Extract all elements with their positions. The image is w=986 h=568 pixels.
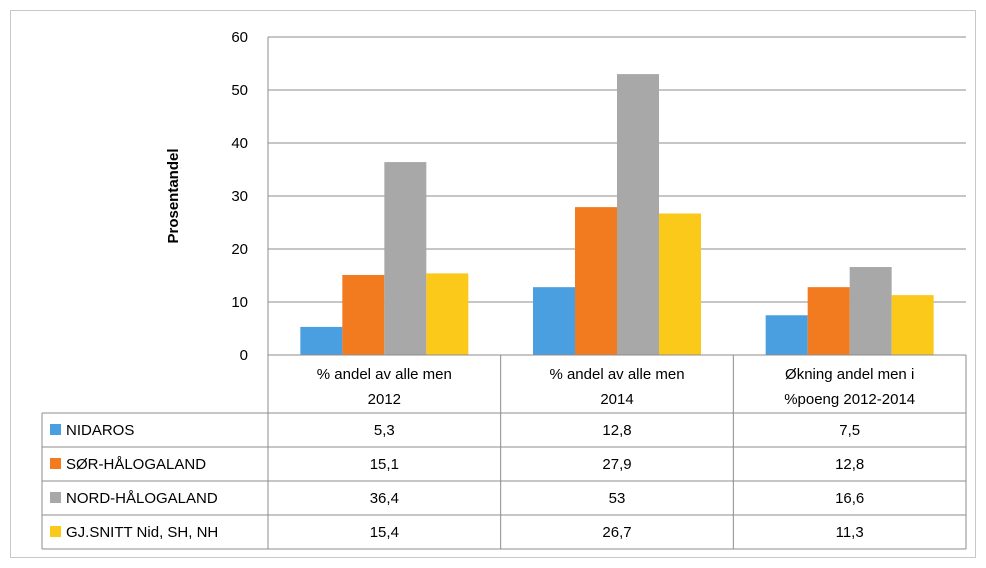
x-category-label: 2012 (368, 391, 401, 408)
bar (617, 74, 659, 355)
legend-swatch (50, 458, 61, 469)
bar (807, 287, 850, 355)
y-tick-label: 0 (240, 347, 248, 364)
bar (426, 273, 469, 355)
y-tick-label: 10 (231, 294, 248, 311)
y-tick-label: 30 (231, 188, 248, 205)
bar (533, 287, 575, 355)
bar (659, 213, 701, 355)
data-label: 26,7 (602, 524, 631, 541)
x-category-label: %poeng 2012-2014 (784, 391, 915, 408)
bar (384, 162, 427, 355)
legend-label: SØR-HÅLOGALAND (66, 456, 206, 473)
bar (342, 274, 385, 355)
data-label: 11,3 (836, 524, 864, 541)
legend-label: NIDAROS (66, 422, 134, 439)
chart-frame (10, 10, 976, 558)
data-label: 16,6 (835, 490, 864, 507)
y-axis-label: Prosentandel (165, 148, 182, 243)
data-label: 7,5 (839, 422, 860, 439)
bar (891, 295, 934, 355)
bar (300, 326, 343, 355)
bar (575, 207, 617, 355)
x-category-label: Økning andel men i (785, 366, 914, 383)
legend-swatch (50, 492, 61, 503)
y-tick-label: 50 (231, 82, 248, 99)
x-category-label: % andel av alle men (549, 366, 684, 383)
x-category-label: 2014 (600, 391, 633, 408)
bar (765, 315, 808, 355)
x-category-label: % andel av alle men (317, 366, 452, 383)
legend-swatch (50, 424, 61, 435)
y-tick-label: 60 (231, 29, 248, 46)
data-label: 5,3 (374, 422, 395, 439)
data-label: 15,4 (370, 524, 399, 541)
data-label: 12,8 (602, 422, 631, 439)
y-tick-label: 40 (231, 135, 248, 152)
data-label: 36,4 (370, 490, 399, 507)
data-label: 27,9 (602, 456, 631, 473)
legend-label: NORD-HÅLOGALAND (66, 490, 218, 507)
bar (849, 267, 892, 355)
legend-label: GJ.SNITT Nid, SH, NH (66, 524, 218, 541)
legend-swatch (50, 526, 61, 537)
data-label: 15,1 (370, 456, 399, 473)
y-tick-label: 20 (231, 241, 248, 258)
data-label: 53 (609, 490, 626, 507)
data-label: 12,8 (835, 456, 864, 473)
